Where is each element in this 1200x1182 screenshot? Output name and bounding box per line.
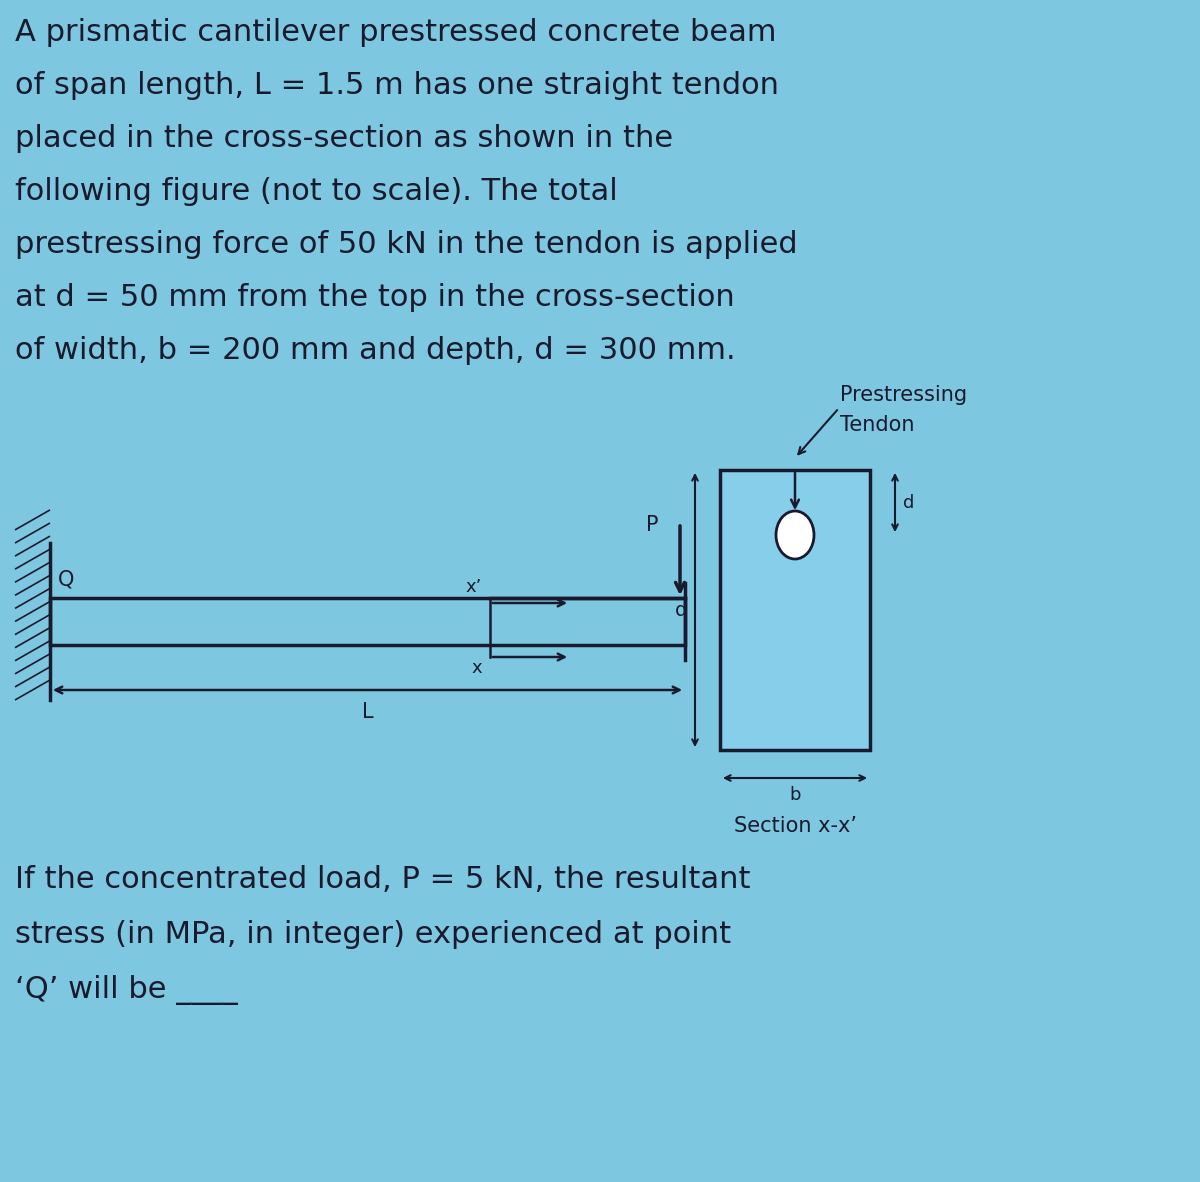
Text: A prismatic cantilever prestressed concrete beam: A prismatic cantilever prestressed concr… [14,18,776,47]
Text: stress (in MPa, in integer) experienced at point: stress (in MPa, in integer) experienced … [14,920,731,949]
Text: d: d [674,600,686,619]
Bar [720,470,870,751]
Text: placed in the cross-section as shown in the: placed in the cross-section as shown in … [14,124,673,152]
Text: Q: Q [58,570,74,590]
Text: ‘Q’ will be ____: ‘Q’ will be ____ [14,975,238,1005]
Text: Section x-x’: Section x-x’ [733,816,857,836]
Text: x: x [472,660,482,677]
Text: x’: x’ [466,578,482,596]
Bar [50,598,685,645]
Text: Tendon: Tendon [840,415,914,435]
Text: Prestressing: Prestressing [840,385,967,405]
Text: prestressing force of 50 kN in the tendon is applied: prestressing force of 50 kN in the tendo… [14,230,798,259]
Text: b: b [790,786,800,804]
Text: at d⁣ = 50 mm from the top in the cross-section: at d⁣ = 50 mm from the top in the cross-… [14,282,734,312]
Text: P: P [646,515,659,535]
Text: of span length, L = 1.5 m has one straight tendon: of span length, L = 1.5 m has one straig… [14,71,779,100]
Text: of width, b = 200 mm and depth, d = 300 mm.: of width, b = 200 mm and depth, d = 300 … [14,336,736,365]
Text: If the concentrated load, P = 5 kN, the resultant: If the concentrated load, P = 5 kN, the … [14,865,750,894]
Ellipse shape [776,511,814,559]
Text: following figure (not to scale). The total: following figure (not to scale). The tot… [14,177,618,206]
Text: L: L [361,702,373,722]
Text: d⁣: d⁣ [904,494,914,512]
